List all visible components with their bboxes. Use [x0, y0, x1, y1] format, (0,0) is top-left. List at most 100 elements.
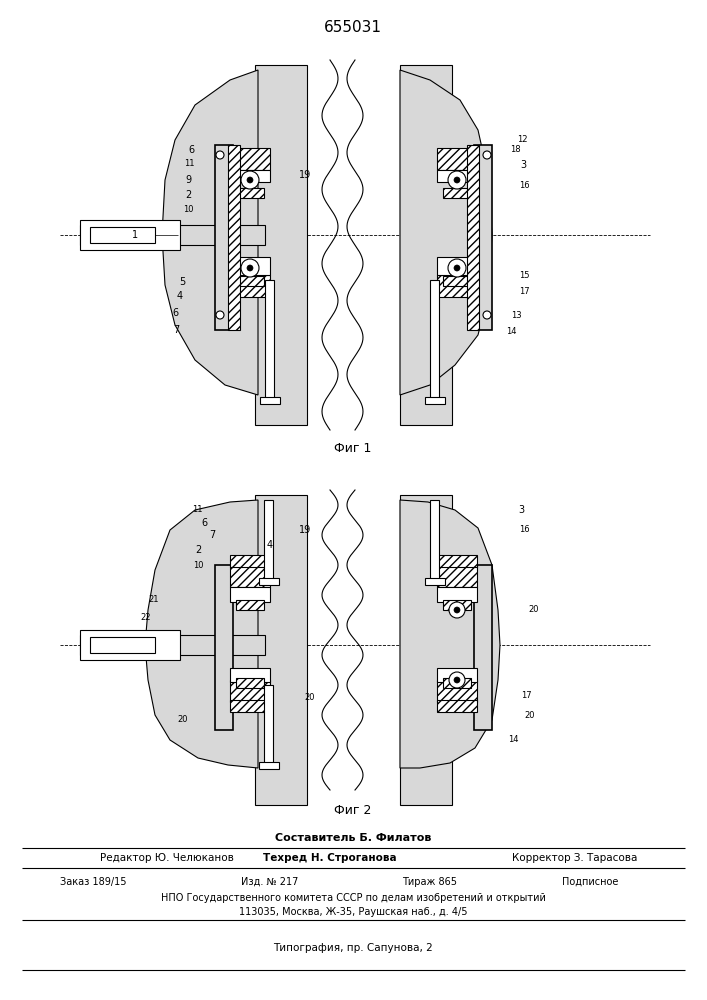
- Bar: [443, 600, 471, 610]
- Bar: [80, 630, 180, 660]
- Bar: [230, 565, 270, 587]
- Bar: [255, 495, 307, 805]
- Circle shape: [247, 265, 253, 271]
- Text: 17: 17: [520, 690, 532, 700]
- Bar: [215, 145, 233, 330]
- Bar: [437, 565, 477, 587]
- Bar: [80, 635, 265, 655]
- Bar: [437, 700, 477, 712]
- Text: Изд. № 217: Изд. № 217: [241, 877, 298, 887]
- Text: 4: 4: [177, 291, 183, 301]
- Bar: [228, 145, 240, 330]
- Text: Корректор З. Тарасова: Корректор З. Тарасова: [513, 853, 638, 863]
- Bar: [236, 678, 264, 688]
- Text: 7: 7: [173, 325, 179, 335]
- Text: 22: 22: [141, 613, 151, 622]
- Text: Техред Н. Строганова: Техред Н. Строганова: [263, 853, 397, 863]
- Text: 16: 16: [519, 180, 530, 190]
- Text: 3: 3: [518, 505, 524, 515]
- Text: Составитель Б. Филатов: Составитель Б. Филатов: [275, 833, 431, 843]
- Bar: [230, 700, 270, 712]
- Bar: [264, 685, 273, 765]
- Bar: [443, 678, 471, 688]
- Text: 11: 11: [192, 506, 202, 514]
- Bar: [259, 762, 279, 769]
- Bar: [430, 500, 439, 580]
- Text: 113035, Москва, Ж-35, Раушская наб., д. 4/5: 113035, Москва, Ж-35, Раушская наб., д. …: [239, 907, 467, 917]
- Circle shape: [454, 607, 460, 613]
- Bar: [230, 555, 270, 567]
- Text: 5: 5: [179, 277, 185, 287]
- Text: 2: 2: [195, 545, 201, 555]
- Circle shape: [241, 171, 259, 189]
- Bar: [230, 257, 270, 275]
- Circle shape: [483, 151, 491, 159]
- Circle shape: [216, 151, 224, 159]
- Text: 9: 9: [185, 175, 191, 185]
- Text: Фиг 1: Фиг 1: [334, 442, 372, 454]
- Circle shape: [216, 311, 224, 319]
- Bar: [236, 276, 264, 286]
- Circle shape: [448, 171, 466, 189]
- Circle shape: [454, 265, 460, 271]
- Bar: [437, 275, 477, 297]
- Text: 655031: 655031: [324, 20, 382, 35]
- Bar: [260, 397, 280, 404]
- Circle shape: [483, 311, 491, 319]
- Bar: [437, 170, 477, 182]
- Text: Редактор Ю. Челюканов: Редактор Ю. Челюканов: [100, 853, 234, 863]
- Bar: [90, 637, 155, 653]
- Text: 10: 10: [182, 206, 193, 215]
- Circle shape: [449, 672, 465, 688]
- Bar: [474, 565, 492, 730]
- Bar: [215, 565, 233, 730]
- Bar: [400, 495, 452, 805]
- Bar: [265, 280, 274, 400]
- Circle shape: [241, 259, 259, 277]
- Text: 17: 17: [519, 288, 530, 296]
- Bar: [425, 397, 445, 404]
- Text: 20: 20: [529, 605, 539, 614]
- Bar: [437, 555, 477, 567]
- Text: Типография, пр. Сапунова, 2: Типография, пр. Сапунова, 2: [273, 943, 433, 953]
- Text: 12: 12: [517, 135, 527, 144]
- Text: Тираж 865: Тираж 865: [402, 877, 457, 887]
- Bar: [259, 578, 279, 585]
- Text: 18: 18: [510, 145, 520, 154]
- Bar: [230, 275, 270, 297]
- Text: 14: 14: [508, 736, 518, 744]
- Bar: [255, 65, 307, 425]
- Text: 14: 14: [506, 328, 516, 336]
- Text: 20: 20: [177, 716, 188, 724]
- Circle shape: [247, 177, 253, 183]
- Bar: [443, 188, 471, 198]
- Text: Заказ 189/15: Заказ 189/15: [60, 877, 127, 887]
- Text: 13: 13: [510, 310, 521, 320]
- Bar: [236, 188, 264, 198]
- Text: 20: 20: [525, 710, 535, 720]
- Circle shape: [454, 677, 460, 683]
- Bar: [230, 668, 270, 682]
- Text: 2: 2: [185, 190, 191, 200]
- Text: 7: 7: [209, 530, 215, 540]
- Text: Фиг 2: Фиг 2: [334, 804, 372, 816]
- Circle shape: [448, 259, 466, 277]
- Text: 21: 21: [148, 595, 159, 604]
- Polygon shape: [400, 70, 492, 395]
- Bar: [437, 668, 477, 682]
- Circle shape: [454, 177, 460, 183]
- Bar: [236, 600, 264, 610]
- Text: 11: 11: [184, 158, 194, 167]
- Bar: [437, 257, 477, 275]
- Text: 10: 10: [193, 560, 203, 570]
- Bar: [230, 680, 270, 702]
- Bar: [230, 148, 270, 170]
- Polygon shape: [145, 500, 258, 768]
- Circle shape: [449, 602, 465, 618]
- Bar: [474, 145, 492, 330]
- Bar: [437, 680, 477, 702]
- Bar: [80, 225, 265, 245]
- Text: 6: 6: [201, 518, 207, 528]
- Polygon shape: [162, 70, 258, 395]
- Bar: [230, 170, 270, 182]
